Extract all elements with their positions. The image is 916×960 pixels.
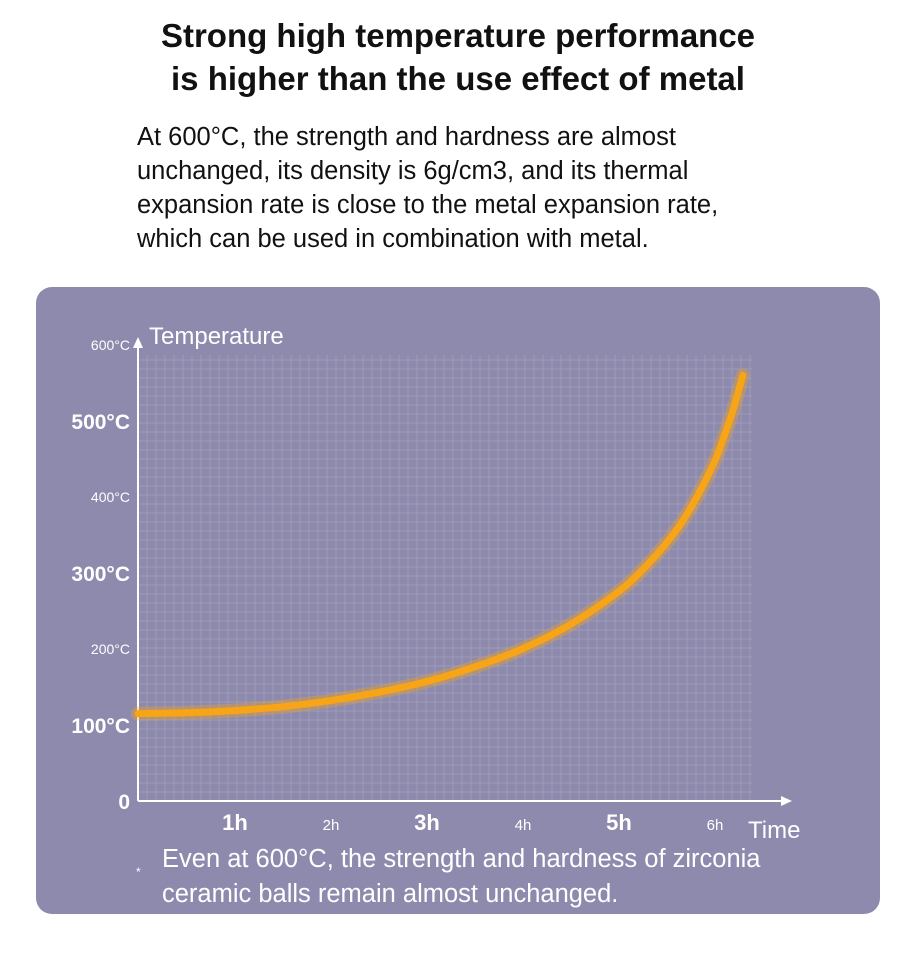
x-tick-label: 6h <box>707 817 724 834</box>
y-tick-label: 100°C <box>71 715 130 738</box>
y-tick-label: 300°C <box>71 563 130 586</box>
y-tick-label: 500°C <box>71 411 130 434</box>
chart-grid <box>137 355 752 802</box>
description-line-3: expansion rate is close to the metal exp… <box>137 191 719 219</box>
headline: Strong high temperature performance is h… <box>0 14 916 100</box>
x-tick-label: 3h <box>414 810 440 835</box>
chart-axes <box>133 337 792 806</box>
y-tick-label: 0 <box>118 791 130 814</box>
x-tick-label: 1h <box>222 810 248 835</box>
description-line-1: At 600°C, the strength and hardness are … <box>137 123 676 151</box>
footnote-line-1: Even at 600°C, the strength and hardness… <box>162 845 761 873</box>
x-tick-label: 5h <box>606 810 632 835</box>
x-axis-arrowhead <box>781 796 792 806</box>
temperature-chart: 0 100°C 200°C 300°C 400°C 500°C 600°C 1h 2h 3h 4h 5… <box>71 323 800 844</box>
footnote-line-2: ceramic balls remain almost unchanged. <box>162 880 619 908</box>
chart-tick-labels: 0 100°C 200°C 300°C 400°C 500°C 600°C 1h 2h 3h 4h 5… <box>71 337 723 835</box>
x-tick-label: 4h <box>515 817 532 834</box>
y-axis-label: Temperature <box>149 323 284 350</box>
x-axis-label: Time <box>748 817 800 844</box>
x-tick-label: 2h <box>323 817 340 834</box>
temperature-curve <box>134 371 747 718</box>
footnote: Even at 600°C, the strength and hardness… <box>162 842 760 912</box>
description-line-2: unchanged, its density is 6g/cm3, and it… <box>137 157 689 185</box>
chart-panel: 0 100°C 200°C 300°C 400°C 500°C 600°C 1h 2h 3h 4h 5… <box>36 287 880 914</box>
y-axis-arrowhead <box>133 337 143 348</box>
footnote-star-icon: * <box>136 865 141 879</box>
y-tick-label: 600°C <box>91 337 130 353</box>
headline-line-2: is higher than the use effect of metal <box>171 60 745 97</box>
description-line-4: which can be used in combination with me… <box>137 225 649 253</box>
description: At 600°C, the strength and hardness are … <box>137 120 837 256</box>
headline-line-1: Strong high temperature performance <box>160 17 756 54</box>
y-tick-label: 200°C <box>91 641 130 657</box>
y-tick-label: 400°C <box>91 489 130 505</box>
temperature-curve-glow <box>131 368 750 721</box>
